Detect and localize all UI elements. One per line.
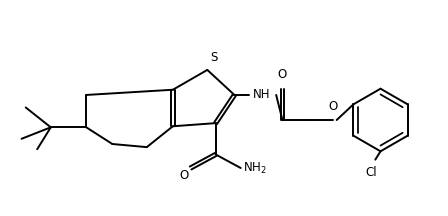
Text: O: O <box>179 169 189 182</box>
Text: Cl: Cl <box>365 166 377 179</box>
Text: O: O <box>328 100 337 113</box>
Text: NH: NH <box>253 89 271 102</box>
Text: NH$_2$: NH$_2$ <box>243 160 267 176</box>
Text: O: O <box>278 68 287 81</box>
Text: S: S <box>210 51 217 64</box>
